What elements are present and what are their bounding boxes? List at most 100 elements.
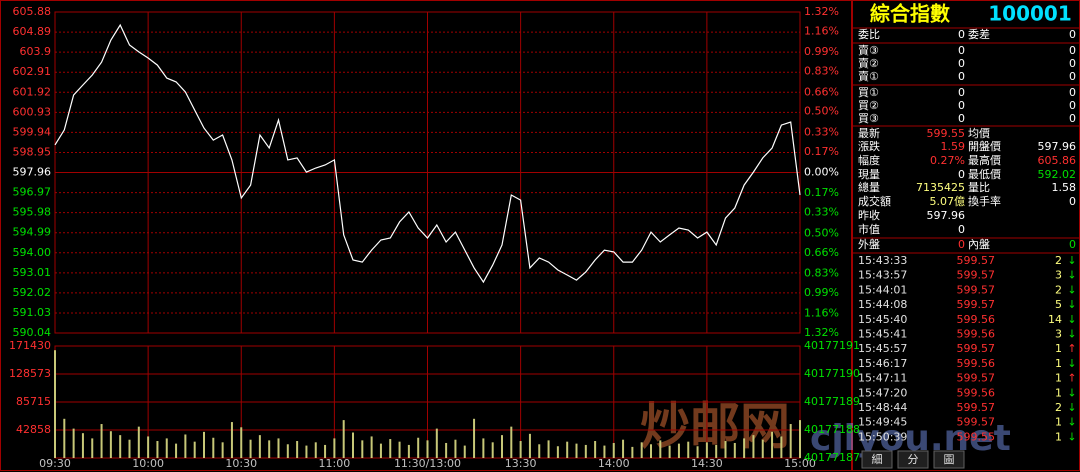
volume-bar: [780, 436, 783, 458]
volume-bar: [407, 444, 410, 458]
y2-tick-label: 0.66%: [804, 85, 839, 98]
trade-volume: 3: [1055, 269, 1062, 282]
panel-value: 0: [958, 70, 965, 83]
panel-label: 賣①: [858, 69, 879, 83]
x-tick-label: 09:30: [39, 457, 71, 470]
y-tick-label: 595.98: [13, 206, 52, 219]
trade-time: 15:48:44: [858, 401, 907, 414]
trade-time: 15:44:08: [858, 298, 907, 311]
volume-bar: [705, 442, 708, 458]
volume-bar: [258, 435, 261, 458]
panel-label: 最新: [858, 126, 880, 140]
panel-label: 幅度: [858, 153, 880, 167]
volume-bar: [333, 438, 336, 458]
trade-direction: ↑: [1067, 372, 1076, 385]
volume-bar: [799, 420, 801, 458]
volume-bar: [547, 440, 550, 458]
panel-label: 委差: [968, 27, 990, 41]
panel-value: 0.27%: [930, 154, 965, 167]
panel-value: 0: [1069, 238, 1076, 251]
panel-label: 總量: [858, 180, 880, 194]
y-tick-label: 594.99: [13, 226, 52, 239]
y-tick-label: 590.04: [13, 326, 52, 339]
trade-price: 599.57: [957, 298, 996, 311]
panel-value: 0: [1069, 112, 1076, 125]
volume-bar: [398, 441, 401, 458]
trade-volume: 1: [1055, 386, 1062, 399]
volume-bar: [640, 442, 643, 458]
y2-tick-label: 0.17%: [804, 186, 839, 199]
trade-direction: ↑: [1067, 342, 1076, 355]
panel-value: 1.59: [941, 140, 966, 153]
tab-label: 細: [872, 453, 883, 466]
trade-time: 15:49:45: [858, 416, 907, 429]
x-tick-label: 15:00: [784, 457, 816, 470]
volume-bar: [352, 432, 354, 458]
panel-label: 昨收: [858, 208, 880, 222]
y2-tick-label: 40177190: [804, 367, 860, 380]
panel-value: 0: [1069, 99, 1076, 112]
trade-volume: 2: [1055, 283, 1062, 296]
trade-time: 15:45:40: [858, 313, 907, 326]
tab[interactable]: [933, 450, 965, 469]
volume-bar: [528, 433, 531, 458]
volume-bar: [193, 441, 196, 458]
volume-bar: [314, 442, 317, 458]
trade-time: 15:44:01: [858, 283, 907, 296]
trade-price: 599.57: [957, 254, 996, 267]
y-tick-label: 596.97: [13, 186, 52, 199]
volume-bar: [137, 426, 140, 458]
volume-bar: [417, 437, 420, 458]
volume-bar: [668, 445, 671, 458]
y-tick-label: 592.02: [13, 286, 52, 299]
y-tick-label: 171430: [9, 339, 51, 352]
trade-time: 15:43:57: [858, 269, 907, 282]
trade-price: 599.56: [957, 386, 996, 399]
y2-tick-label: 40177189: [804, 395, 860, 408]
volume-bar: [426, 440, 429, 458]
y2-tick-label: 40177188: [804, 423, 860, 436]
panel-value: 7135425: [916, 181, 965, 194]
y-tick-label: 85715: [16, 395, 51, 408]
tab[interactable]: [861, 450, 893, 469]
volume-bar: [724, 441, 727, 458]
volume-bar: [696, 446, 699, 458]
volume-bar: [305, 445, 308, 458]
volume-bar: [622, 439, 625, 458]
panel-value: 0: [1069, 57, 1076, 70]
trade-price: 599.57: [957, 401, 996, 414]
volume-bar: [91, 438, 94, 458]
x-tick-label: 11:00: [319, 457, 351, 470]
panel-value: 5.07億: [930, 195, 966, 208]
panel-label: 買①: [858, 86, 879, 99]
volume-bar: [510, 426, 513, 458]
trade-volume: 3: [1055, 328, 1062, 341]
trade-volume: 1: [1055, 430, 1062, 443]
panel-title: 綜合指數: [870, 2, 950, 26]
tab[interactable]: [897, 450, 929, 469]
watermark: 炒邮网: [640, 398, 790, 456]
panel-value: 0: [958, 99, 965, 112]
trade-time: 15:45:41: [858, 328, 907, 341]
volume-bar: [296, 441, 299, 458]
panel-value: 0: [958, 223, 965, 236]
trade-direction: ↓: [1067, 298, 1076, 311]
chart-frame: [0, 0, 852, 471]
volume-bar: [594, 441, 597, 458]
volume-bar: [54, 350, 56, 458]
x-tick-label: 10:00: [132, 457, 164, 470]
trade-price: 599.56: [957, 313, 996, 326]
panel-value: 0: [958, 28, 965, 41]
volume-bar: [212, 437, 215, 458]
volume-bar: [249, 439, 252, 458]
panel-value: 597.96: [927, 209, 966, 222]
volume-bar: [165, 438, 168, 458]
trade-price: 599.57: [957, 342, 996, 355]
panel-label: 均價: [968, 126, 990, 140]
volume-bar: [109, 431, 112, 458]
y2-tick-label: 0.33%: [804, 125, 839, 138]
y-tick-label: 604.89: [13, 25, 52, 38]
volume-bar: [240, 427, 243, 458]
volume-bar: [342, 420, 345, 458]
volume-bar: [184, 434, 187, 458]
